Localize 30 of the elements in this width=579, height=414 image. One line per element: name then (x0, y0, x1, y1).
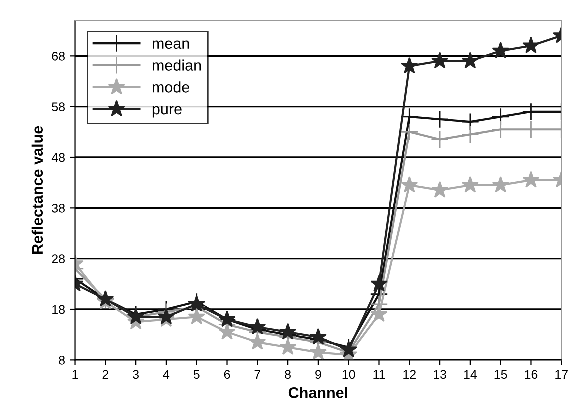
x-tick-label: 13 (434, 370, 446, 380)
y-axis-title: Reflectance value (32, 126, 44, 254)
x-tick-label: 1 (72, 370, 78, 379)
y-tick-label: 18 (52, 305, 66, 314)
x-tick-label: 6 (224, 370, 230, 380)
x-tick-label: 11 (374, 370, 386, 379)
x-tick-label: 5 (194, 370, 200, 380)
x-tick-label: 16 (525, 370, 538, 380)
y-tick-label: 48 (52, 153, 66, 162)
x-tick-label: 8 (285, 370, 291, 380)
legend-label: median (152, 60, 202, 71)
legend-label: mean (152, 40, 190, 50)
x-tick-label: 4 (163, 370, 170, 379)
legend-label: mode (152, 82, 190, 93)
y-tick-label: 58 (52, 102, 66, 112)
y-tick-label: 8 (59, 356, 66, 365)
x-axis-title: Channel (288, 387, 348, 398)
legend-label: pure (152, 106, 182, 118)
x-tick-label: 7 (254, 370, 261, 379)
x-tick-label: 12 (404, 370, 416, 379)
x-tick-label: 9 (316, 370, 322, 380)
x-tick-label: 17 (556, 370, 568, 379)
x-tick-label: 15 (494, 370, 508, 380)
y-tick-label: 68 (52, 52, 66, 61)
x-tick-label: 2 (102, 370, 109, 379)
y-tick-label: 38 (52, 204, 66, 213)
y-tick-label: 28 (52, 254, 66, 264)
x-tick-label: 3 (133, 370, 139, 380)
x-tick-label: 14 (464, 370, 478, 379)
x-tick-label: 10 (342, 370, 356, 380)
